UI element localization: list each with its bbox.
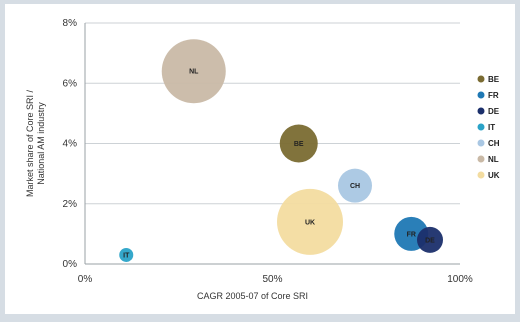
legend-label-uk: UK	[488, 171, 500, 180]
bubble-chart: 0% 2% 4% 6% 8% 0% 50% 100% CAGR 2005-07 of Core …	[25, 18, 500, 301]
bubble-ch	[338, 168, 372, 203]
x-tick-label: 50%	[262, 274, 282, 285]
legend-marker-it	[477, 123, 485, 131]
bubble-label-nl: NL	[189, 69, 199, 76]
bubble-label-fr: FR	[407, 231, 416, 238]
y-tick-label: 4%	[63, 139, 78, 150]
bubble-label-it: IT	[123, 252, 130, 259]
bubble-label-de: DE	[425, 237, 435, 244]
bubble-it	[119, 247, 134, 262]
bubble-be	[279, 124, 318, 163]
y-tick-label: 2%	[63, 199, 78, 210]
bubble-label-uk: UK	[305, 219, 315, 226]
x-tick-label: 0%	[78, 274, 93, 285]
legend-marker-nl	[477, 155, 485, 163]
legend-label-be: BE	[488, 75, 500, 84]
bubble-label-ch: CH	[350, 183, 360, 190]
x-tick-label: 100%	[447, 274, 473, 285]
x-axis-label: CAGR 2005-07 of Core SRI	[197, 291, 308, 301]
y-axis-label: Market share of Core SRI /	[25, 89, 35, 197]
bubble-nl	[161, 39, 226, 104]
y-tick-label: 6%	[63, 78, 78, 89]
legend-marker-be	[477, 75, 485, 83]
legend-label-de: DE	[488, 107, 500, 116]
y-tick-label: 8%	[63, 18, 78, 29]
legend-label-ch: CH	[488, 139, 500, 148]
legend-label-nl: NL	[488, 155, 499, 164]
bubble-label-be: BE	[294, 141, 304, 148]
bubble-uk	[277, 188, 343, 255]
chart-frame: 0% 2% 4% 6% 8% 0% 50% 100% CAGR 2005-07 of Core …	[5, 4, 515, 314]
bubble-de	[417, 226, 443, 253]
legend-label-fr: FR	[488, 91, 499, 100]
legend-label-it: IT	[488, 123, 495, 132]
legend-marker-de	[477, 107, 485, 115]
y-tick-label: 0%	[63, 259, 78, 270]
y-axis-label: National AM industry	[36, 102, 46, 185]
legend-marker-uk	[477, 171, 485, 179]
legend-marker-fr	[477, 91, 485, 99]
legend-marker-ch	[477, 139, 485, 147]
